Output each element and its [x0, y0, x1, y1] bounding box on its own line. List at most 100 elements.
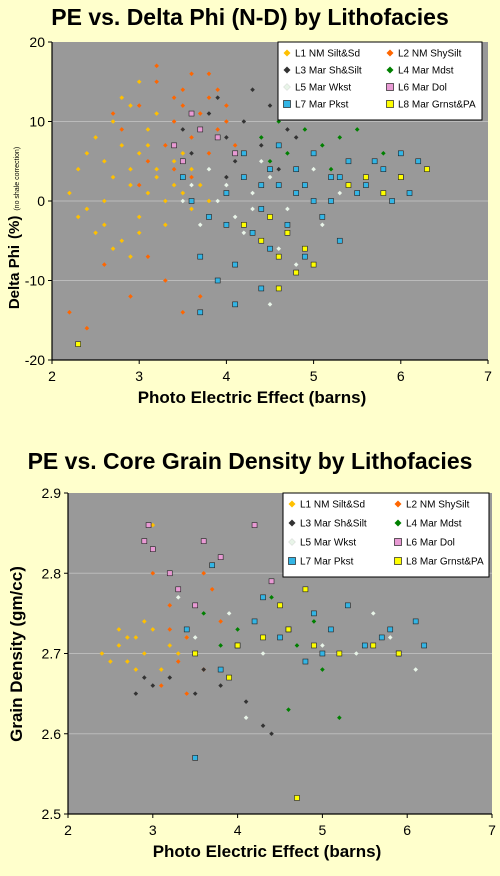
point-s8	[424, 166, 430, 172]
point-s4	[218, 643, 223, 648]
legend-marker	[386, 66, 394, 74]
point-s6	[145, 522, 152, 528]
point-s8	[277, 602, 283, 609]
point-s1	[84, 206, 90, 212]
point-s7	[249, 230, 256, 236]
point-s7	[397, 150, 404, 157]
legend-marker	[288, 557, 296, 565]
point-s7	[258, 182, 265, 188]
point-s7	[277, 634, 283, 641]
legend-marker	[386, 83, 394, 91]
point-s2	[215, 87, 220, 92]
point-s7	[389, 198, 395, 204]
chart2-title: PE vs. Core Grain Density by Lithofacies	[27, 448, 473, 474]
point-s1	[125, 659, 130, 664]
point-s3	[232, 158, 238, 164]
point-s5	[267, 174, 273, 180]
point-s8	[234, 642, 241, 649]
point-s7	[319, 650, 326, 657]
point-s6	[171, 142, 177, 149]
y-tick-label: 0	[37, 193, 45, 209]
point-s7	[363, 182, 369, 188]
point-s1	[67, 190, 72, 196]
point-s6	[141, 538, 148, 544]
point-s4	[258, 135, 264, 140]
x-tick-label: 2	[64, 822, 72, 838]
point-s7	[223, 222, 230, 228]
point-s4	[294, 643, 300, 648]
point-s2	[189, 71, 194, 77]
point-s8	[310, 261, 317, 268]
point-s2	[189, 135, 194, 140]
point-s1	[110, 119, 116, 124]
point-s8	[284, 230, 291, 236]
point-s5	[285, 206, 290, 212]
legend-label: L2 NM ShySilt	[398, 49, 462, 60]
point-s7	[302, 658, 309, 665]
point-s8	[285, 626, 292, 633]
data-points	[67, 63, 430, 347]
x-axis-label: Photo Electric Effect (barns)	[138, 388, 367, 407]
point-s4	[269, 595, 274, 600]
legend-label: L1 NM Silt&Sd	[300, 500, 365, 511]
point-s2	[224, 103, 229, 108]
point-s3	[267, 103, 273, 108]
legend-marker	[386, 49, 394, 57]
point-s1	[119, 95, 125, 100]
point-s7	[328, 174, 334, 180]
point-s7	[275, 142, 282, 149]
legend-marker	[394, 538, 402, 546]
legend-label: L4 Mar Mdst	[398, 66, 454, 77]
point-s7	[232, 301, 238, 308]
point-s6	[175, 586, 182, 593]
point-s2	[180, 87, 186, 92]
point-s7	[387, 626, 394, 633]
legend-marker	[283, 49, 291, 57]
point-s7	[188, 198, 195, 204]
legend-box	[282, 492, 490, 578]
point-s2	[136, 103, 142, 108]
chart1-title: PE vs. Delta Phi (N-D) by Lithofacies	[51, 4, 449, 30]
point-s2	[171, 95, 177, 100]
point-s6	[180, 158, 186, 165]
point-s1	[167, 643, 173, 648]
point-s5	[180, 198, 186, 204]
x-tick-label: 7	[484, 368, 492, 384]
point-s8	[397, 174, 404, 180]
point-s7	[412, 618, 419, 625]
point-s2	[163, 143, 168, 148]
point-s4	[337, 715, 342, 720]
point-s8	[267, 214, 273, 220]
point-s3	[206, 111, 212, 116]
x-tick-label: 6	[397, 368, 405, 384]
point-s8	[302, 586, 309, 593]
point-s8	[260, 634, 266, 641]
point-s7	[371, 158, 378, 165]
point-s7	[214, 277, 221, 284]
legend-marker	[288, 500, 296, 508]
point-s7	[258, 285, 265, 292]
point-s8	[302, 245, 308, 252]
point-s5	[243, 715, 249, 720]
point-s7	[336, 174, 343, 180]
legend-marker	[394, 500, 402, 508]
point-s7	[275, 182, 282, 188]
point-s1	[197, 182, 203, 188]
point-s5	[250, 206, 255, 212]
point-s3	[215, 95, 220, 100]
point-s7	[293, 166, 299, 172]
legend-marker	[283, 66, 291, 74]
y-tick-label: 20	[29, 34, 45, 50]
point-s7	[310, 198, 317, 204]
point-s5	[320, 643, 325, 648]
point-s1	[119, 143, 125, 148]
point-s1	[119, 238, 125, 244]
point-s8	[345, 182, 352, 188]
point-s3	[250, 87, 255, 92]
x-tick-label: 3	[149, 822, 157, 838]
point-s5	[241, 230, 247, 236]
legend-label: L1 NM Silt&Sd	[295, 49, 360, 60]
point-s2	[167, 627, 173, 632]
point-s7	[206, 214, 212, 220]
point-s1	[150, 627, 156, 632]
